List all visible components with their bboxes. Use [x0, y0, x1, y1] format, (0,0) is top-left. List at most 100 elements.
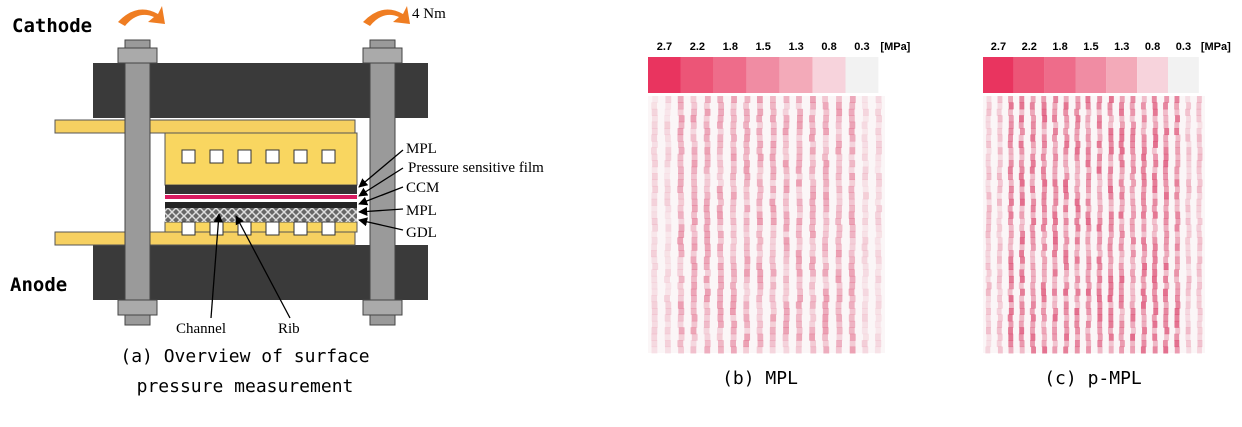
pressure-stripe — [849, 122, 855, 129]
pressure-stripe — [1197, 167, 1202, 174]
pressure-stripe — [704, 295, 710, 302]
pressure-stripe — [678, 314, 684, 321]
pressure-stripe — [1175, 147, 1180, 154]
pressure-stripe — [731, 160, 737, 167]
pressure-stripe — [862, 102, 868, 109]
channel — [210, 150, 223, 163]
pressure-stripe — [1152, 167, 1157, 174]
pressure-stripe — [1075, 167, 1080, 174]
pressure-stripe — [849, 257, 855, 264]
scale-label: 1.5 — [1083, 41, 1098, 53]
pressure-stripe — [1153, 212, 1158, 219]
pressure-stripe — [1009, 199, 1014, 206]
pressure-stripe — [730, 314, 736, 321]
pressure-stripe — [1020, 302, 1025, 309]
pressure-stripe — [835, 147, 841, 154]
pressure-stripe — [1053, 141, 1058, 148]
pressure-stripe — [730, 180, 736, 187]
pressure-stripe — [652, 327, 658, 334]
scale-unit: [MPa] — [880, 41, 910, 53]
pressure-stripe — [730, 199, 736, 206]
pressure-stripe — [1009, 186, 1014, 193]
pressure-stripe — [1042, 314, 1047, 321]
pressure-stripe — [1176, 302, 1181, 309]
pressure-stripe — [1086, 225, 1091, 232]
pressure-stripe — [1141, 308, 1146, 315]
pressure-stripe — [664, 250, 670, 257]
pressure-stripe — [837, 334, 843, 341]
pressure-stripe — [1064, 282, 1069, 289]
pressure-stripe — [1175, 115, 1180, 122]
pressure-stripe — [717, 173, 723, 180]
pressure-stripe — [997, 269, 1002, 276]
pressure-stripe — [837, 327, 843, 334]
pressure-stripe — [1075, 122, 1080, 129]
pressure-stripe — [823, 122, 829, 129]
pressure-stripe — [743, 186, 749, 193]
pressure-stripe — [1030, 167, 1035, 174]
pressure-stripe — [665, 244, 671, 251]
pressure-stripe — [875, 321, 881, 328]
pressure-stripe — [876, 135, 882, 142]
pressure-stripe — [771, 122, 777, 129]
pressure-stripe — [1085, 237, 1090, 244]
pressure-stripe — [771, 167, 777, 174]
pressure-stripe — [1098, 334, 1103, 341]
pressure-stripe — [862, 282, 868, 289]
pressure-stripe — [784, 218, 790, 225]
pressure-stripe — [1109, 147, 1114, 154]
pressure-stripe — [1042, 263, 1047, 270]
pressure-stripe — [1086, 308, 1091, 315]
pressure-stripe — [1119, 237, 1124, 244]
pressure-stripe — [1152, 186, 1157, 193]
pressure-stripe — [652, 289, 658, 296]
pressure-stripe — [664, 122, 670, 129]
pressure-stripe — [875, 167, 881, 174]
pressure-stripe — [1064, 218, 1069, 225]
pressure-stripe — [1009, 269, 1014, 276]
pressure-stripe — [1119, 115, 1124, 122]
pressure-stripe — [849, 167, 855, 174]
pressure-stripe — [796, 102, 802, 109]
pressure-stripe — [809, 115, 815, 122]
gold-bar — [55, 120, 355, 133]
pressure-stripe — [783, 154, 789, 161]
scale-label: 0.3 — [1176, 41, 1191, 53]
pressure-stripe — [836, 212, 842, 219]
pressure-stripe — [1175, 205, 1180, 212]
pressure-stripe — [1119, 295, 1124, 302]
pressure-stripe — [1009, 115, 1014, 122]
pressure-stripe — [1196, 212, 1201, 219]
pressure-stripe — [1074, 135, 1079, 142]
pressure-stripe — [1174, 173, 1179, 180]
pressure-stripe — [705, 160, 711, 167]
pressure-stripe — [1042, 212, 1047, 219]
pressure-stripe — [1020, 237, 1025, 244]
pressure-stripe — [1153, 128, 1158, 135]
pressure-stripe — [1153, 225, 1158, 232]
pressure-stripe — [717, 192, 723, 199]
pressure-stripe — [1119, 173, 1124, 180]
pressure-stripe — [1063, 289, 1068, 296]
pressure-stripe — [876, 327, 882, 334]
pressure-stripe — [1052, 327, 1057, 334]
pressure-stripe — [1109, 347, 1114, 354]
pressure-stripe — [1086, 147, 1091, 154]
pressure-stripe — [850, 347, 856, 354]
pressure-stripe — [1120, 308, 1125, 315]
pressure-stripe — [1064, 334, 1069, 341]
pressure-stripe — [1164, 122, 1169, 129]
pressure-stripe — [863, 269, 869, 276]
pressure-stripe — [678, 141, 684, 148]
pressure-stripe — [717, 96, 723, 103]
torque-arrow — [363, 6, 410, 26]
pressure-stripe — [665, 186, 671, 193]
pressure-stripe — [1086, 154, 1091, 161]
pressure-stripe — [1197, 141, 1202, 148]
pressure-stripe — [876, 122, 882, 129]
caption: pressure measurement — [137, 376, 354, 397]
pressure-stripe — [1064, 167, 1069, 174]
pressure-stripe — [862, 314, 868, 321]
pressure-stripe — [1119, 314, 1124, 321]
pressure-stripe — [1152, 173, 1157, 180]
